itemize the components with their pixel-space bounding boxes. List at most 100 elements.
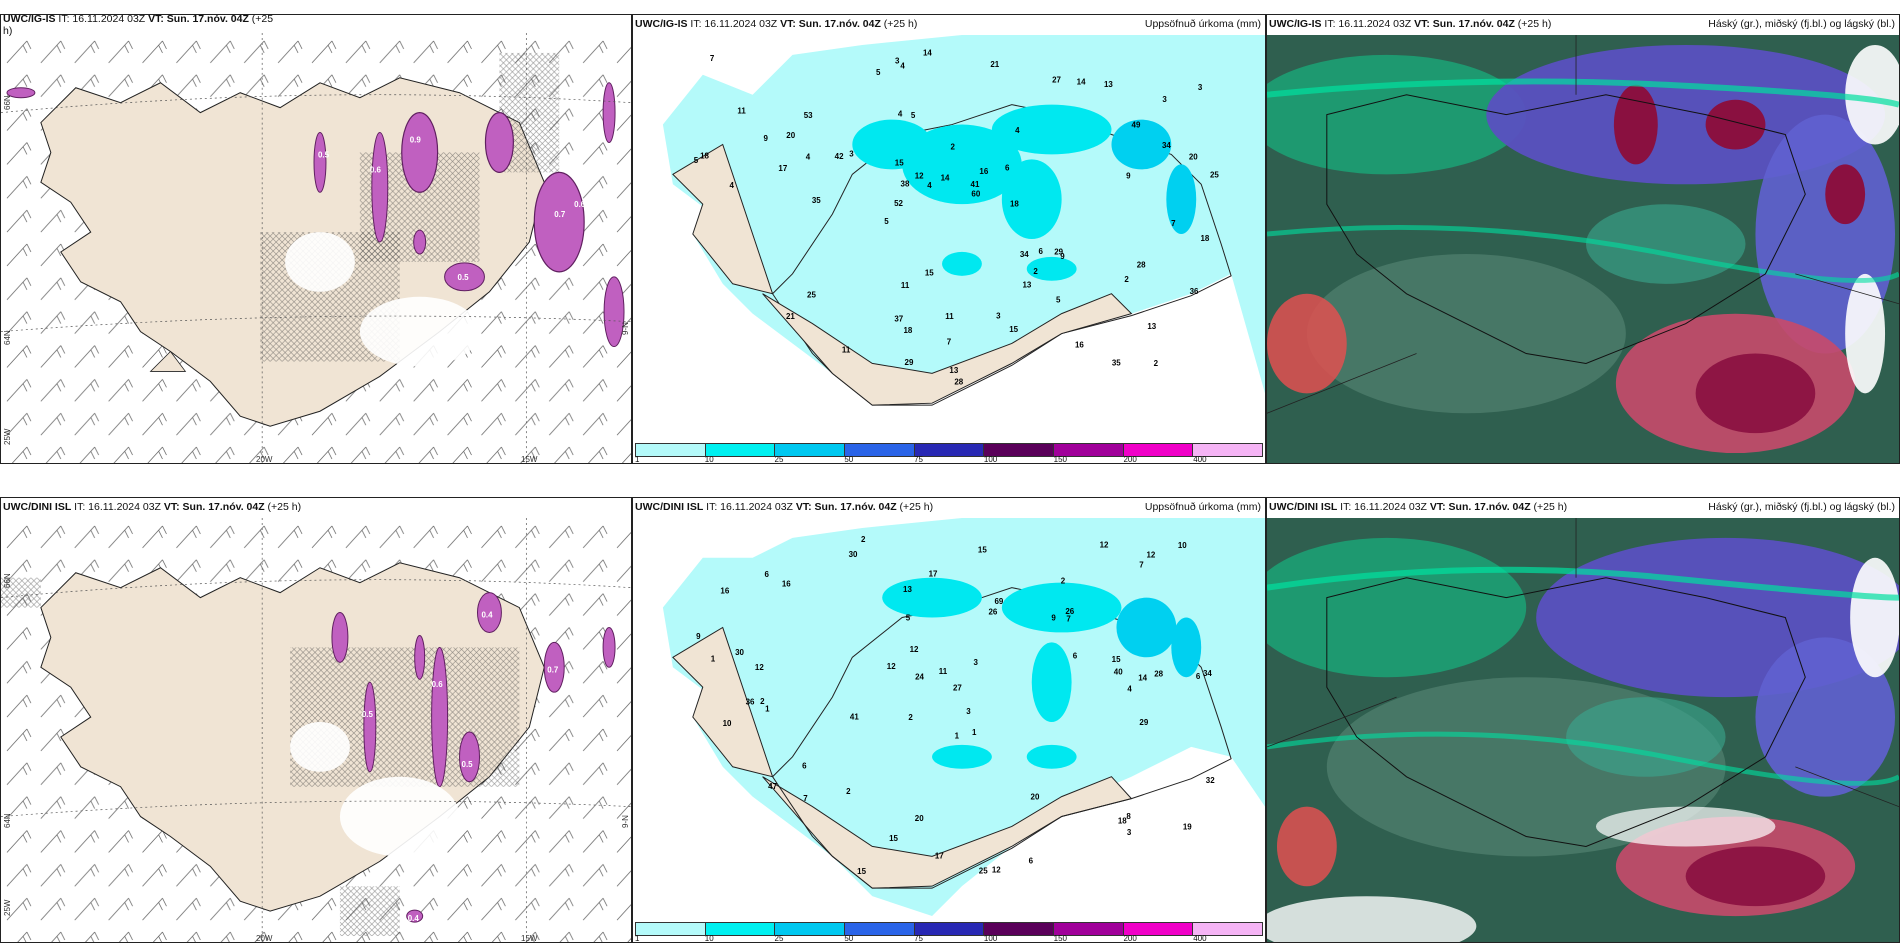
precip-value-label: 2 (1033, 267, 1038, 276)
precip-value-label: 14 (1138, 673, 1147, 682)
precip-value-label: 10 (723, 719, 732, 728)
lat-label: 66N (3, 95, 12, 110)
colorbar-tick: 75 (914, 455, 924, 464)
panel-title: UWC/IG-IS IT: 16.11.2024 03Z VT: Sun. 17… (3, 14, 274, 37)
precip-value-label: 9 (1126, 172, 1131, 181)
precip-value-label: 30 (735, 648, 744, 657)
lat-label: 66N (3, 573, 12, 588)
colorbar-cell (775, 923, 846, 935)
colorbar-cell (1054, 923, 1124, 935)
precip-value-label: 15 (978, 546, 987, 555)
precip-value-label: 14 (941, 174, 950, 183)
precip-value-label: 7 (947, 338, 952, 347)
colorbar-cell (775, 444, 846, 456)
precip-value-label: 11 (945, 312, 954, 321)
precip-value-label: 6 (1039, 247, 1044, 256)
precip-value-label: 3 (996, 312, 1001, 321)
colorbar-cell (914, 444, 985, 456)
precip-value-label: 6 (764, 570, 769, 579)
precip-value-label: 20 (915, 814, 924, 823)
precip-value-label: 21 (990, 60, 999, 69)
svg-text:0.4: 0.4 (481, 611, 493, 620)
precip-value-label: 14 (1077, 77, 1086, 86)
precip-value-label: 42 (835, 152, 844, 161)
precip-value-label: 9 (1051, 613, 1056, 622)
panel-precip-top: UWC/IG-IS IT: 16.11.2024 03Z VT: Sun. 17… (632, 14, 1266, 464)
precip-value-label: 41 (971, 180, 980, 189)
precip-value-label: 2 (846, 787, 851, 796)
precip-value-label: 12 (1100, 541, 1109, 550)
precip-value-label: 7 (1171, 219, 1176, 228)
panel-title: UWC/IG-IS IT: 16.11.2024 03Z VT: Sun. 17… (1269, 18, 1552, 30)
precip-value-label: 12 (887, 662, 896, 671)
colorbar-cell (984, 444, 1055, 456)
precip-value-label: 7 (1066, 614, 1071, 623)
colorbar-tick: 400 (1193, 934, 1207, 943)
precip-value-label: 52 (894, 199, 903, 208)
precip-value-label: 25 (979, 866, 988, 875)
precip-value-label: 4 (806, 153, 811, 162)
cloud-map (1267, 35, 1899, 463)
cloud-map-svg (1267, 35, 1899, 463)
colorbar-tick: 150 (1053, 455, 1068, 464)
precip-value-label: 13 (949, 366, 958, 375)
lon-label: 9-N (621, 322, 630, 335)
precip-value-label: 13 (1022, 280, 1031, 289)
precip-value-label: 16 (782, 579, 791, 588)
panel-title: UWC/DINI ISL IT: 16.11.2024 03Z VT: Sun.… (635, 501, 934, 513)
precip-value-label: 18 (700, 151, 709, 160)
precip-value-label: 25 (807, 290, 816, 299)
precip-value-label: 6 (1073, 651, 1078, 660)
precip-value-label: 30 (849, 550, 858, 559)
precip-value-label: 11 (842, 346, 851, 355)
precip-value-label: 11 (939, 667, 948, 676)
panel-variable-title: Uppsöfnuð úrkoma (mm) (1144, 501, 1261, 513)
precip-value-label: 17 (935, 851, 944, 860)
precip-value-label: 14 (923, 49, 932, 58)
lon-label: 15W (521, 455, 538, 464)
svg-text:0.5: 0.5 (458, 273, 470, 282)
lon-label: 20W (256, 455, 273, 464)
colorbar-tick: 1 (635, 934, 640, 943)
svg-text:0.5: 0.5 (462, 760, 474, 769)
precip-value-label: 34 (1020, 250, 1029, 259)
precip-value-label: 4 (927, 181, 932, 190)
precip-value-label: 7 (803, 794, 808, 803)
svg-text:0.7: 0.7 (554, 210, 566, 219)
precip-value-label: 13 (1104, 80, 1113, 89)
svg-text:0.5: 0.5 (362, 710, 374, 719)
precip-value-label: 28 (1154, 669, 1163, 678)
panel-variable-title: Háský (gr.), miðský (fj.bl.) og lágský (… (1708, 501, 1895, 513)
lon-label: 9-N (621, 815, 630, 828)
precip-value-label: 5 (1056, 296, 1061, 305)
lon-label: 25W (3, 428, 12, 445)
precip-value-label: 2 (1124, 275, 1129, 284)
precip-value-label: 9 (763, 134, 768, 143)
panel-clouds-top: UWC/IG-IS IT: 16.11.2024 03Z VT: Sun. 17… (1266, 14, 1900, 464)
precip-value-label: 32 (1206, 776, 1215, 785)
precip-value-label: 2 (1154, 359, 1159, 368)
precip-value-label: 25 (1210, 171, 1219, 180)
precip-map: 2 2 6 2 1 2 16 9 10 26 27 30 41 25 12 20 12 6 6 12 36 34 28 30 2… (633, 518, 1265, 920)
colorbar-tick: 400 (1193, 455, 1207, 464)
precip-value-label: 2 (908, 713, 913, 722)
precip-value-label: 26 (988, 607, 997, 616)
colorbar-cell (984, 923, 1055, 935)
panel-precip-bottom: UWC/DINI ISL IT: 16.11.2024 03Z VT: Sun.… (632, 497, 1266, 943)
precip-value-label: 4 (900, 62, 905, 71)
precip-value-label: 53 (804, 111, 813, 120)
colorbar-cell (845, 444, 915, 456)
precip-value-label: 2 (760, 697, 765, 706)
colorbar-cell (1123, 923, 1194, 935)
cloud-map-svg (1267, 518, 1899, 942)
precip-value-label: 21 (786, 312, 795, 321)
precip-value-label: 37 (894, 315, 903, 324)
cloud-map (1267, 518, 1899, 942)
precip-value-label: 20 (786, 131, 795, 140)
precip-value-label: 2 (1061, 577, 1066, 586)
precip-value-label: 1 (972, 728, 977, 737)
precip-value-label: 18 (1201, 234, 1210, 243)
precip-value-label: 40 (1114, 667, 1123, 676)
precip-value-label: 7 (1139, 560, 1144, 569)
wind-map-svg: 0.4 0.6 0.5 0.7 0.5 0.4 (1, 518, 631, 942)
